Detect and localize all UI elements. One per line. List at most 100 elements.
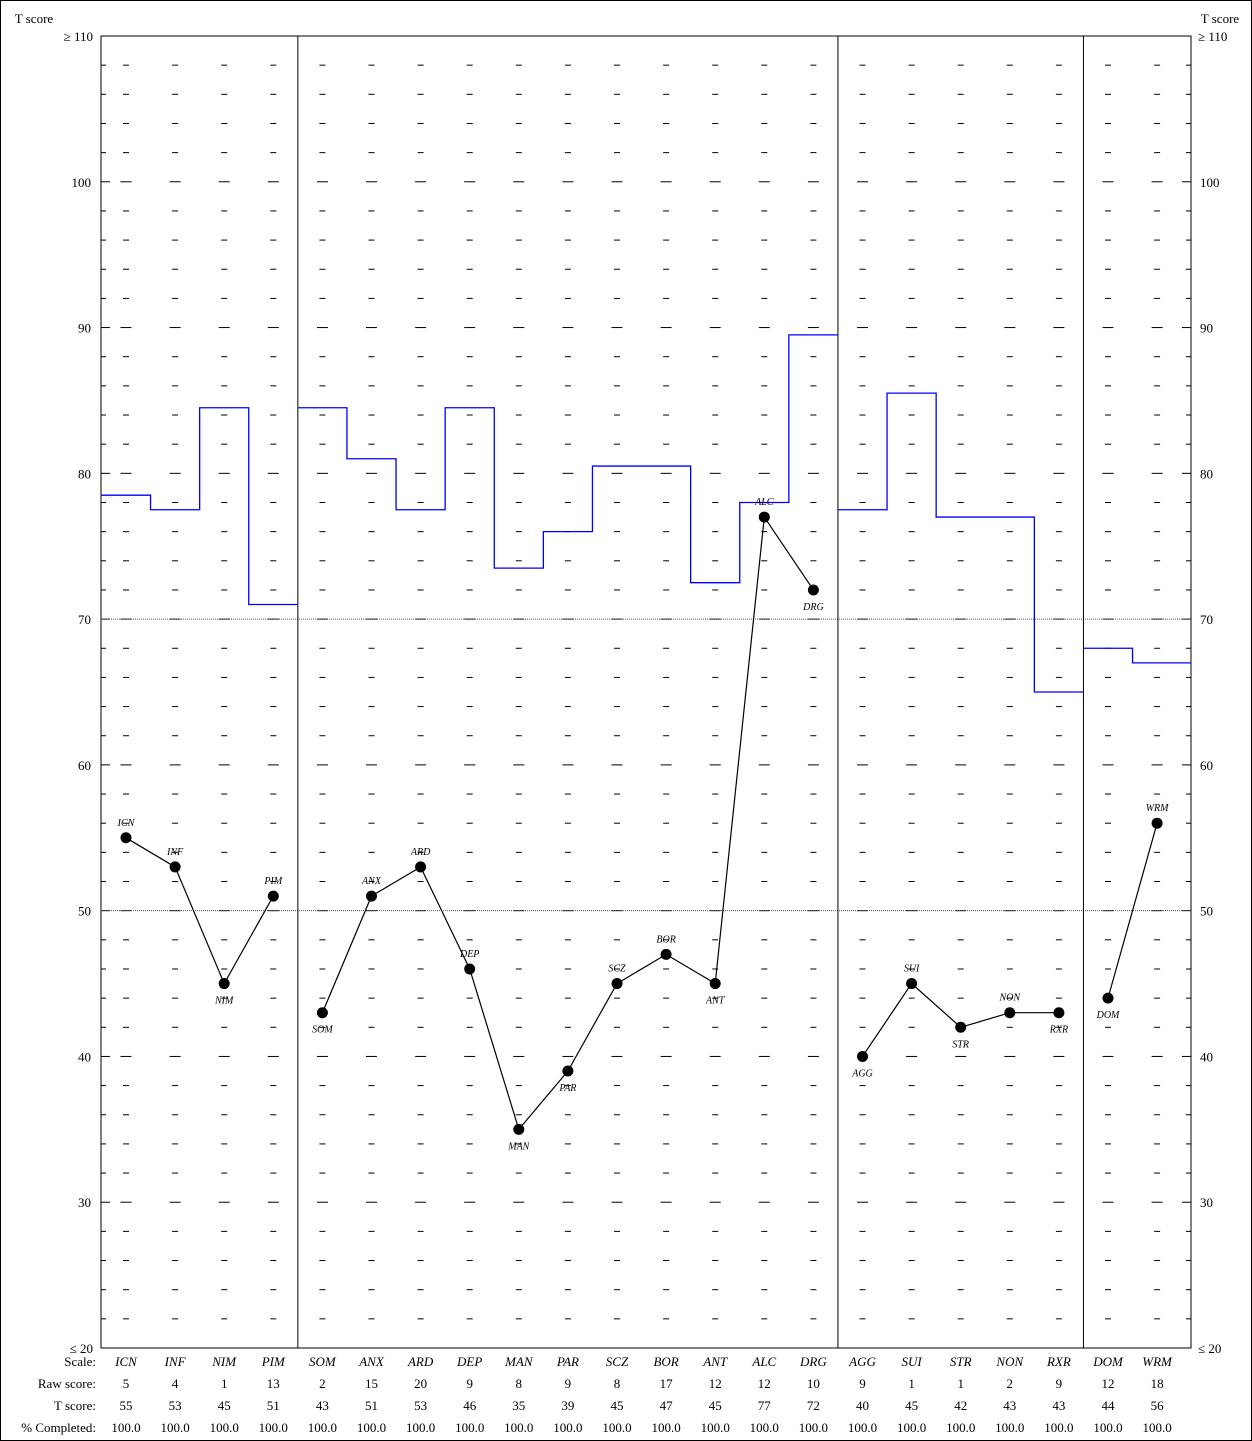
table-cell-raw-score: 9 xyxy=(565,1376,572,1391)
table-cell-pct-completed: 100.0 xyxy=(946,1420,975,1435)
table-cell-pct-completed: 100.0 xyxy=(504,1420,533,1435)
table-cell-raw-score: 10 xyxy=(807,1376,820,1391)
table-cell-t-score: 53 xyxy=(414,1398,427,1413)
table-cell-scale: STR xyxy=(950,1354,972,1369)
data-point-bor xyxy=(660,948,672,960)
table-cell-pct-completed: 100.0 xyxy=(553,1420,582,1435)
table-cell-scale: DRG xyxy=(799,1354,827,1369)
table-cell-scale: PIM xyxy=(261,1354,286,1369)
point-label-alc: ALC xyxy=(754,497,774,508)
point-label-inf: INF xyxy=(166,847,184,858)
table-cell-pct-completed: 100.0 xyxy=(602,1420,631,1435)
table-cell-t-score: 43 xyxy=(1052,1398,1065,1413)
table-cell-scale: INF xyxy=(164,1354,187,1369)
data-point-icn xyxy=(120,832,132,844)
table-cell-scale: RXR xyxy=(1046,1354,1071,1369)
table-cell-scale: ICN xyxy=(114,1354,138,1369)
table-cell-scale: ANX xyxy=(358,1354,385,1369)
table-cell-pct-completed: 100.0 xyxy=(995,1420,1024,1435)
table-cell-t-score: 35 xyxy=(512,1398,525,1413)
table-cell-scale: PAR xyxy=(556,1354,579,1369)
point-label-non: NON xyxy=(999,993,1022,1004)
y-bottom-label-left: ≤ 20 xyxy=(70,1341,93,1356)
point-label-wrm: WRM xyxy=(1146,803,1169,814)
table-cell-t-score: 77 xyxy=(758,1398,772,1413)
table-cell-pct-completed: 100.0 xyxy=(160,1420,189,1435)
y-axis-title-left: T score xyxy=(15,11,54,26)
point-label-par: PAR xyxy=(558,1083,576,1094)
point-label-ard: ARD xyxy=(410,847,431,858)
y-tick-label-right: 50 xyxy=(1200,904,1213,919)
data-point-ant xyxy=(709,978,721,990)
table-cell-pct-completed: 100.0 xyxy=(308,1420,337,1435)
y-tick-label-right: 40 xyxy=(1200,1049,1213,1064)
point-label-nim: NIM xyxy=(214,996,234,1007)
point-label-dom: DOM xyxy=(1096,1010,1120,1021)
table-cell-t-score: 44 xyxy=(1102,1398,1116,1413)
table-cell-raw-score: 2 xyxy=(1007,1376,1014,1391)
table-cell-scale: DEP xyxy=(456,1354,482,1369)
table-cell-raw-score: 5 xyxy=(123,1376,130,1391)
table-cell-pct-completed: 100.0 xyxy=(210,1420,239,1435)
table-cell-scale: SCZ xyxy=(606,1354,629,1369)
profile-line-group-3 xyxy=(1107,823,1158,999)
table-cell-t-score: 53 xyxy=(169,1398,182,1413)
point-label-icn: ICN xyxy=(117,818,136,829)
y-tick-label-left: 100 xyxy=(72,175,92,190)
y-tick-label-left: 80 xyxy=(78,466,91,481)
table-cell-pct-completed: 100.0 xyxy=(1142,1420,1171,1435)
table-cell-t-score: 43 xyxy=(1003,1398,1016,1413)
table-cell-pct-completed: 100.0 xyxy=(1044,1420,1073,1435)
y-tick-label-right: 60 xyxy=(1200,758,1213,773)
data-point-inf xyxy=(169,861,181,873)
y-tick-label-left: 50 xyxy=(78,904,91,919)
table-cell-scale: ARD xyxy=(407,1354,434,1369)
table-cell-t-score: 45 xyxy=(218,1398,231,1413)
table-cell-raw-score: 1 xyxy=(908,1376,915,1391)
point-label-dep: DEP xyxy=(459,949,479,960)
table-cell-scale: NIM xyxy=(211,1354,237,1369)
data-point-sui xyxy=(906,978,918,990)
table-cell-raw-score: 17 xyxy=(660,1376,674,1391)
y-tick-label-right: 90 xyxy=(1200,321,1213,336)
table-cell-raw-score: 15 xyxy=(365,1376,378,1391)
data-point-wrm xyxy=(1151,817,1163,829)
y-tick-label-left: 70 xyxy=(78,612,91,627)
table-cell-t-score: 72 xyxy=(807,1398,820,1413)
threshold-step-line-group-0 xyxy=(101,407,298,606)
point-label-scz: SCZ xyxy=(608,964,626,975)
y-axis-title-right: T score xyxy=(1201,11,1240,26)
point-label-som: SOM xyxy=(312,1025,333,1036)
data-point-anx xyxy=(366,890,377,902)
table-cell-t-score: 56 xyxy=(1151,1398,1165,1413)
y-tick-label-left: 60 xyxy=(78,758,91,773)
y-tick-label-right: 30 xyxy=(1200,1195,1213,1210)
point-label-ant: ANT xyxy=(705,996,726,1007)
table-cell-raw-score: 1 xyxy=(221,1376,228,1391)
data-point-str xyxy=(955,1021,967,1033)
table-cell-raw-score: 9 xyxy=(1056,1376,1063,1391)
point-label-sui: SUI xyxy=(904,964,920,975)
table-cell-raw-score: 12 xyxy=(758,1376,771,1391)
table-cell-t-score: 45 xyxy=(709,1398,722,1413)
data-point-dep xyxy=(464,963,476,975)
data-point-scz xyxy=(611,978,623,990)
data-point-non xyxy=(1004,1007,1016,1019)
table-cell-t-score: 42 xyxy=(954,1398,967,1413)
table-cell-t-score: 51 xyxy=(267,1398,280,1413)
profile-line-group-0 xyxy=(125,837,274,985)
table-cell-pct-completed: 100.0 xyxy=(1093,1420,1122,1435)
table-cell-scale: NON xyxy=(995,1354,1024,1369)
data-point-par xyxy=(562,1065,574,1077)
table-cell-scale: WRM xyxy=(1142,1354,1173,1369)
table-cell-raw-score: 18 xyxy=(1151,1376,1164,1391)
table-cell-pct-completed: 100.0 xyxy=(848,1420,877,1435)
point-label-man: MAN xyxy=(507,1141,530,1152)
table-cell-raw-score: 8 xyxy=(516,1376,523,1391)
data-point-dom xyxy=(1102,992,1114,1004)
table-cell-pct-completed: 100.0 xyxy=(701,1420,730,1435)
data-point-alc xyxy=(758,511,770,523)
